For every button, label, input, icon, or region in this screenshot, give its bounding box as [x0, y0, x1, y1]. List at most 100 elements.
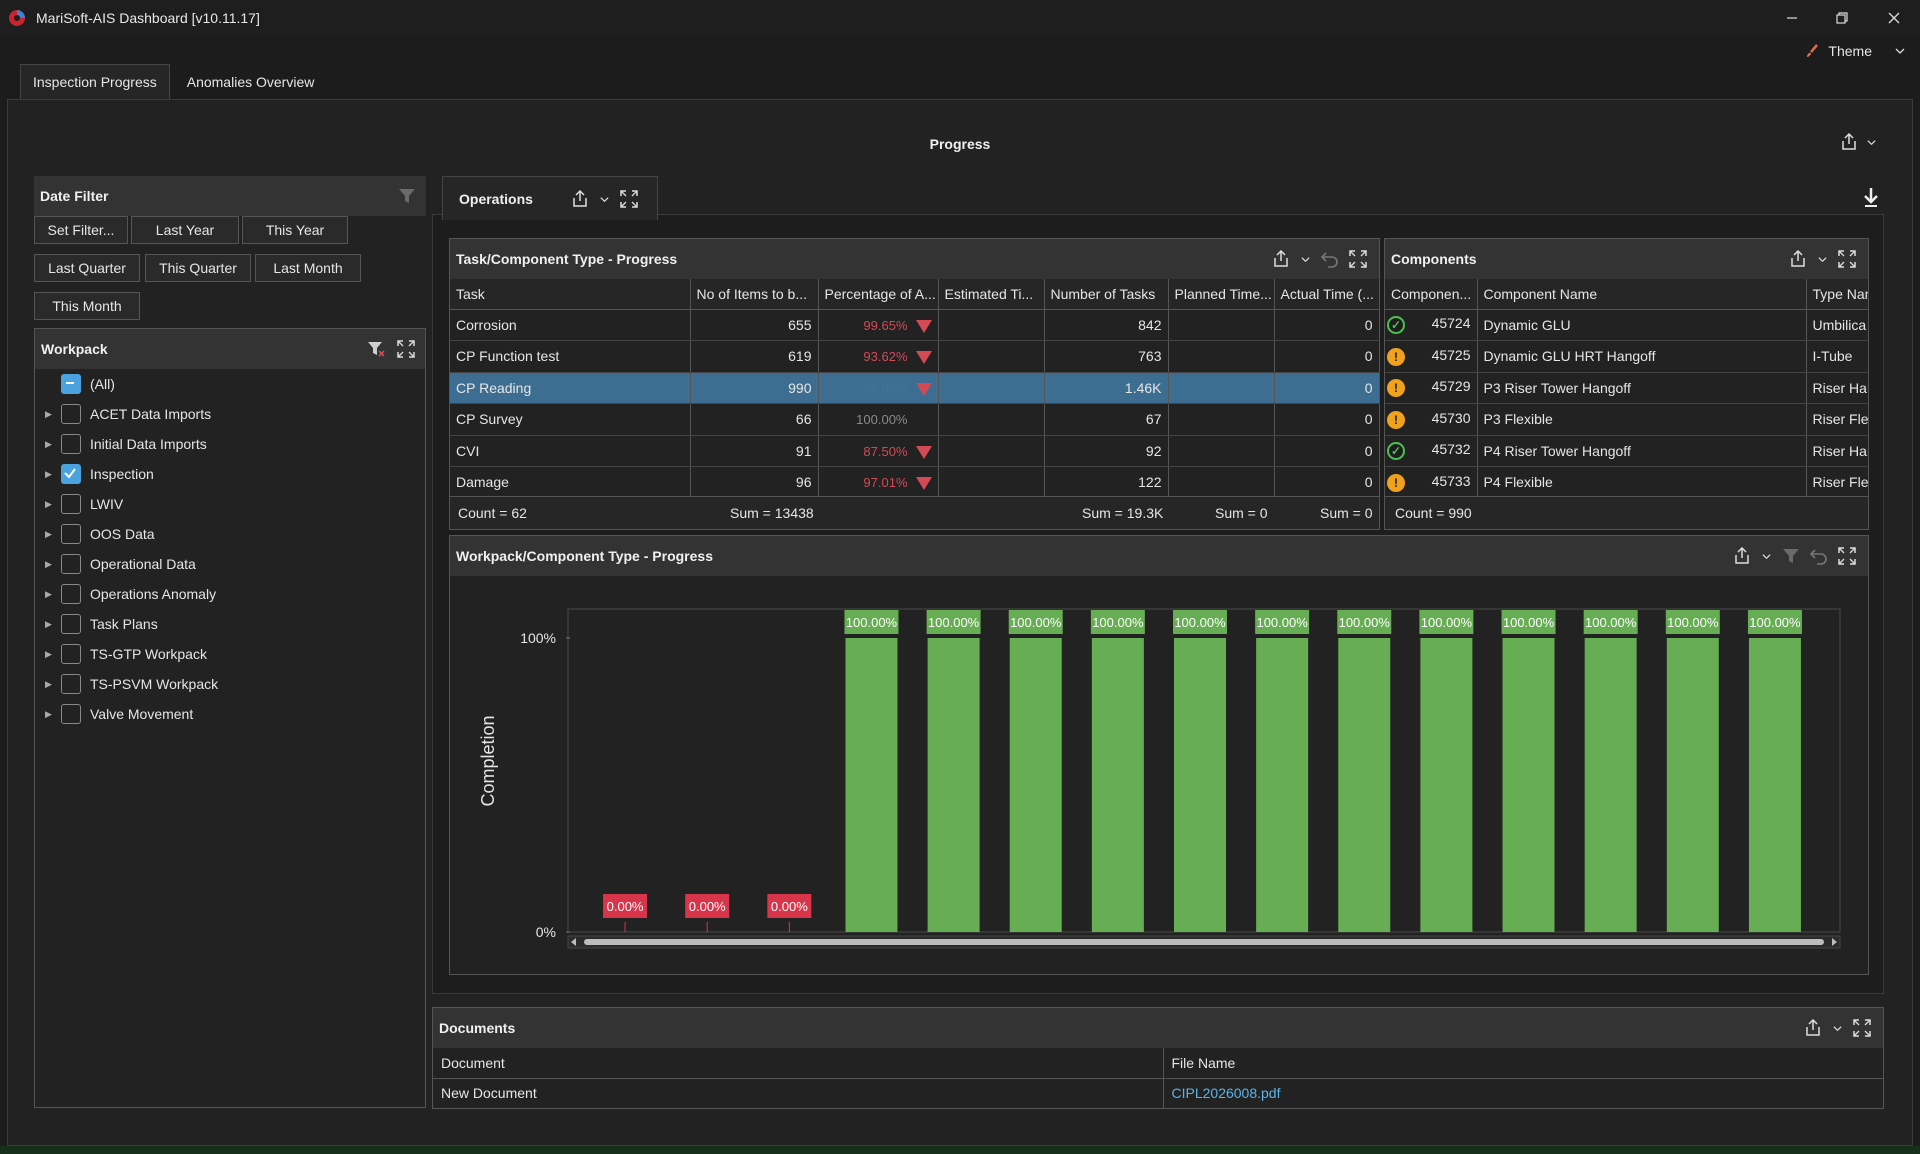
filter-clear-icon[interactable]	[367, 340, 385, 358]
chart-bar[interactable]	[1748, 638, 1801, 932]
column-header[interactable]: Actual Time (...	[1274, 279, 1380, 310]
tree-item[interactable]: (All)	[35, 369, 425, 399]
tree-item[interactable]: ▶ ACET Data Imports	[35, 399, 425, 429]
export-icon[interactable]	[1272, 250, 1290, 268]
maximize-icon[interactable]	[1838, 547, 1856, 565]
column-header[interactable]: Number of Tasks	[1044, 279, 1169, 310]
tree-item[interactable]: ▶ Task Plans	[35, 609, 425, 639]
expand-arrow-icon[interactable]: ▶	[45, 528, 52, 539]
tree-checkbox[interactable]	[61, 644, 81, 664]
table-row[interactable]: ! 45729 P3 Riser Tower Hangoff Riser Har	[1385, 372, 1869, 404]
chart-bar[interactable]	[1338, 638, 1391, 932]
undo-icon[interactable]	[1810, 547, 1828, 565]
filter-icon[interactable]	[1782, 547, 1800, 565]
chevron-down-icon[interactable]	[1832, 1023, 1843, 1034]
table-row[interactable]: New Document CIPL2026008.pdf	[433, 1078, 1884, 1109]
set-filter-button[interactable]: Set Filter...	[34, 216, 128, 244]
table-row[interactable]: Damage 96 97.01% 122 0	[450, 466, 1380, 499]
tree-checkbox[interactable]	[61, 524, 81, 544]
column-header[interactable]: Componen...	[1385, 279, 1478, 310]
tree-checkbox[interactable]	[61, 374, 81, 394]
minimize-button[interactable]	[1768, 0, 1816, 36]
export-icon[interactable]	[571, 190, 589, 208]
tree-checkbox[interactable]	[61, 434, 81, 454]
expand-arrow-icon[interactable]: ▶	[45, 678, 52, 689]
expand-arrow-icon[interactable]: ▶	[45, 498, 52, 509]
last-month-button[interactable]: Last Month	[255, 254, 361, 282]
expand-arrow-icon[interactable]: ▶	[45, 618, 52, 629]
export-icon[interactable]	[1733, 547, 1751, 565]
column-header[interactable]: Estimated Ti...	[938, 279, 1045, 310]
tree-item[interactable]: ▶ Valve Movement	[35, 699, 425, 729]
close-button[interactable]	[1870, 0, 1918, 36]
tree-checkbox[interactable]	[61, 614, 81, 634]
tree-item[interactable]: ▶ TS-GTP Workpack	[35, 639, 425, 669]
scroll-left-icon[interactable]	[571, 938, 576, 946]
chart-bar[interactable]	[1502, 638, 1555, 932]
maximize-icon[interactable]	[397, 340, 415, 358]
tree-checkbox[interactable]	[61, 674, 81, 694]
chevron-down-icon[interactable]	[599, 194, 610, 205]
column-header[interactable]: Percentage of A...	[818, 279, 939, 310]
tree-checkbox[interactable]	[61, 404, 81, 424]
table-row[interactable]: ✓ 45732 P4 Riser Tower Hangoff Riser Har	[1385, 435, 1869, 467]
last-quarter-button[interactable]: Last Quarter	[34, 254, 140, 282]
expand-arrow-icon[interactable]: ▶	[45, 708, 52, 719]
table-row[interactable]: CP Reading 990 98.99% 1.46K 0	[450, 372, 1380, 404]
chevron-down-icon[interactable]	[1817, 254, 1828, 265]
file-link[interactable]: CIPL2026008.pdf	[1171, 1085, 1281, 1101]
maximize-icon[interactable]	[1838, 250, 1856, 268]
this-month-button[interactable]: This Month	[34, 292, 140, 320]
tree-item[interactable]: ▶ Operational Data	[35, 549, 425, 579]
expand-arrow-icon[interactable]: ▶	[45, 558, 52, 569]
chart-bar[interactable]	[845, 638, 898, 932]
maximize-icon[interactable]	[1853, 1019, 1871, 1037]
scrollbar-thumb[interactable]	[584, 939, 1824, 945]
chart-bar[interactable]	[1174, 638, 1226, 932]
table-row[interactable]: CP Survey 66 100.00% 67 0	[450, 403, 1380, 436]
chart-bar[interactable]	[1009, 638, 1062, 932]
filter-clear-icon[interactable]	[398, 187, 416, 205]
expand-arrow-icon[interactable]: ▶	[45, 468, 52, 479]
expand-arrow-icon[interactable]: ▶	[45, 588, 52, 599]
theme-menu[interactable]: Theme	[1804, 40, 1906, 62]
maximize-icon[interactable]	[620, 190, 638, 208]
tree-checkbox[interactable]	[61, 464, 81, 484]
column-header[interactable]: No of Items to b...	[690, 279, 819, 310]
download-icon[interactable]	[1861, 186, 1881, 208]
chart-bar[interactable]	[927, 638, 980, 932]
tree-checkbox[interactable]	[61, 494, 81, 514]
column-header-document[interactable]: Document	[433, 1048, 1164, 1079]
expand-arrow-icon[interactable]: ▶	[45, 408, 52, 419]
table-row[interactable]: Corrosion 655 99.65% 842 0	[450, 309, 1380, 341]
chevron-down-icon[interactable]	[1300, 254, 1311, 265]
this-quarter-button[interactable]: This Quarter	[145, 254, 251, 282]
chart-bar[interactable]	[1256, 638, 1309, 932]
tree-item[interactable]: ▶ OOS Data	[35, 519, 425, 549]
progress-export-menu[interactable]	[1840, 133, 1877, 151]
tree-checkbox[interactable]	[61, 704, 81, 724]
expand-arrow-icon[interactable]: ▶	[45, 438, 52, 449]
tab-anomalies-overview[interactable]: Anomalies Overview	[186, 74, 315, 90]
table-row[interactable]: CP Function test 619 93.62% 763 0	[450, 340, 1380, 373]
expand-arrow-icon[interactable]: ▶	[45, 648, 52, 659]
restore-button[interactable]	[1818, 0, 1866, 36]
tree-item[interactable]: ▶ Inspection	[35, 459, 425, 489]
tab-operations[interactable]: Operations	[442, 176, 658, 220]
chart-bar[interactable]	[1420, 638, 1473, 932]
table-row[interactable]: ! 45725 Dynamic GLU HRT Hangoff I-Tube	[1385, 340, 1869, 373]
maximize-icon[interactable]	[1349, 250, 1367, 268]
column-header[interactable]: Component Name	[1477, 279, 1807, 310]
tree-checkbox[interactable]	[61, 584, 81, 604]
chart-scrollbar[interactable]	[567, 935, 1841, 949]
tree-item[interactable]: ▶ Operations Anomaly	[35, 579, 425, 609]
chevron-down-icon[interactable]	[1761, 551, 1772, 562]
tree-checkbox[interactable]	[61, 554, 81, 574]
tree-item[interactable]: ▶ TS-PSVM Workpack	[35, 669, 425, 699]
tab-inspection-progress[interactable]: Inspection Progress	[20, 64, 170, 100]
table-row[interactable]: CVI 91 87.50% 92 0	[450, 435, 1380, 467]
scroll-right-icon[interactable]	[1832, 938, 1837, 946]
column-header[interactable]: Task	[450, 279, 691, 310]
